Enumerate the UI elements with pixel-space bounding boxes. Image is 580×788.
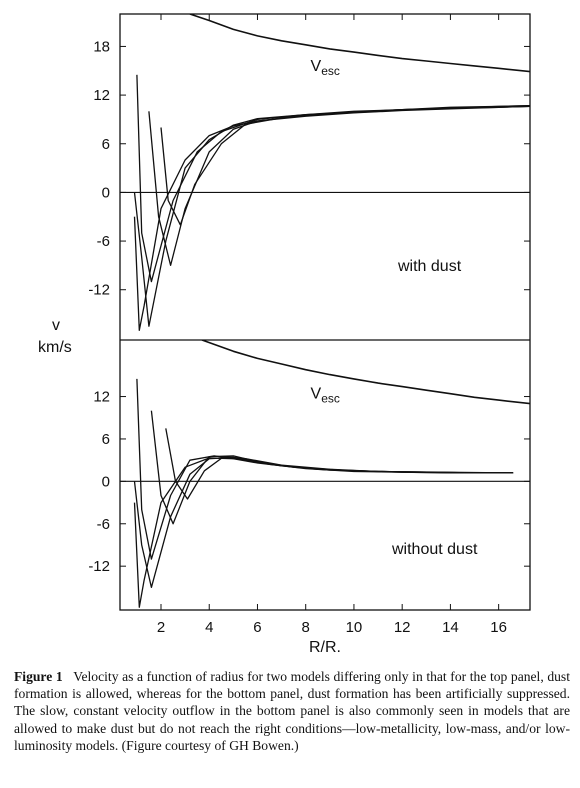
x-tick-label: 16: [490, 619, 507, 636]
panel-annotation: without dust: [391, 541, 478, 558]
y-tick-label: -12: [88, 558, 110, 575]
vesc-curve: [201, 340, 530, 405]
plot-frame: [119, 13, 531, 611]
vesc-label: Vesc: [311, 58, 340, 78]
figure-axes: 2 4 6 8 10 12 14 16 R/R. v km/s: [38, 13, 531, 656]
velocity-track-1: [133, 105, 530, 331]
x-tick-label: 4: [205, 619, 213, 636]
velocity-track-5: [165, 428, 514, 500]
y-tick-label: -6: [97, 233, 110, 250]
y-axis-label-v: v: [52, 317, 60, 334]
x-tick-label: 2: [157, 619, 165, 636]
x-tick-label: 8: [302, 619, 310, 636]
velocity-track-5: [160, 105, 530, 226]
caption-text: Velocity as a function of radius for two…: [14, 669, 570, 753]
y-tick-label: 0: [102, 473, 110, 490]
y-tick-label: 0: [102, 184, 110, 201]
y-axis-label-units: km/s: [38, 339, 72, 356]
caption-label: Figure 1: [14, 669, 63, 684]
x-tick-label: 6: [253, 619, 261, 636]
y-tick-label: 6: [102, 431, 110, 448]
y-tick-label: 6: [102, 136, 110, 153]
vesc-subscript: esc: [321, 64, 340, 78]
y-tick-label: 12: [93, 87, 110, 104]
vesc-curve: [189, 14, 530, 73]
y-tick-label: -12: [88, 282, 110, 299]
vesc-subscript: esc: [321, 392, 340, 406]
panel-annotation: with dust: [397, 258, 462, 275]
y-tick-label: 12: [93, 389, 110, 406]
series-group: [133, 14, 530, 331]
x-tick-label: 10: [346, 619, 363, 636]
y-tick-label: 18: [93, 38, 110, 55]
velocity-track-3: [150, 410, 514, 525]
x-axis-label: R/R.: [309, 639, 341, 656]
x-tick-label: 14: [442, 619, 459, 636]
x-tick-label: 12: [394, 619, 411, 636]
velocity-track-4: [133, 104, 530, 327]
bottom-panel-without-dust: 12 6 0 -6 -12 Vesc without dust: [88, 340, 530, 608]
figure-caption: Figure 1 Velocity as a function of radiu…: [14, 668, 570, 754]
velocity-track-2: [136, 74, 530, 283]
velocity-track-3: [148, 104, 530, 267]
velocity-track-4: [133, 456, 514, 589]
y-tick-label: -6: [97, 516, 110, 533]
series-group: [133, 340, 530, 608]
top-panel-with-dust: 18 12 6 0 -6 -12 Vesc with dust: [88, 14, 530, 331]
velocity-radius-figure: 2 4 6 8 10 12 14 16 R/R. v km/s 18 12 6 0 -6 -12 Vesc wit…: [38, 13, 531, 656]
vesc-label: Vesc: [311, 386, 340, 406]
